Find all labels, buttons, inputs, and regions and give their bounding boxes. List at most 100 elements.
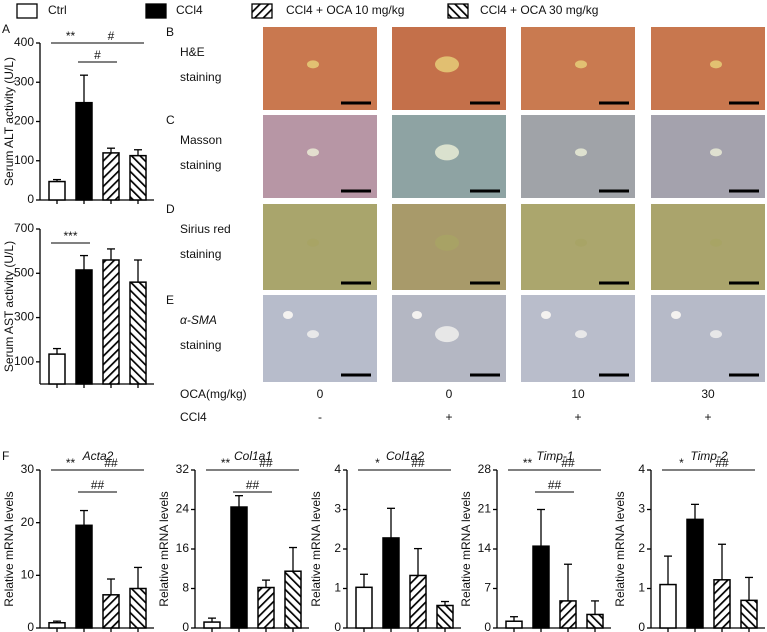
micrograph-vessel: [710, 330, 722, 339]
error-bar: [387, 507, 395, 538]
micrograph: [651, 204, 765, 290]
bar: [382, 537, 400, 629]
y-tick-label: 16: [176, 541, 190, 555]
error-bar: [591, 600, 599, 615]
significance-label: ##: [561, 456, 575, 470]
bar: [102, 152, 120, 201]
y-tick-label: 21: [478, 502, 492, 516]
chart-title: Col1a2: [386, 449, 424, 463]
row-value: +: [445, 410, 452, 424]
error-bar: [80, 74, 88, 103]
y-tick-label: 1: [334, 581, 341, 595]
legend-swatch: [251, 3, 273, 19]
micrograph: [263, 204, 377, 290]
error-bar: [564, 563, 572, 601]
y-axis-label: Relative mRNA levels: [309, 491, 323, 606]
row-label: OCA(mg/kg): [180, 387, 247, 401]
error-bar: [134, 149, 142, 156]
significance-label: ##: [246, 478, 260, 492]
error-bar: [664, 555, 672, 585]
y-tick-label: 30: [21, 462, 35, 476]
y-tick-label: 0: [484, 620, 491, 632]
micrograph-vessel: [710, 238, 722, 247]
panel-letter: F: [2, 449, 9, 463]
y-tick-label: 300: [14, 74, 34, 88]
y-axis-label: Relative mRNA levels: [459, 491, 473, 606]
panel-letter: B: [166, 25, 174, 39]
error-bar: [80, 509, 88, 526]
y-axis-label: Serum ALT activity (U/L): [2, 57, 16, 186]
bar: [129, 281, 147, 385]
y-tick-label: 500: [14, 265, 34, 279]
bar: [355, 586, 373, 629]
panel-letter: C: [166, 113, 175, 127]
bar: [230, 506, 248, 629]
significance-label: **: [66, 456, 76, 470]
y-tick-label: 200: [14, 114, 34, 128]
bar: [203, 621, 221, 629]
micrograph-vessel: [575, 330, 587, 339]
row-value: +: [704, 410, 711, 424]
micrograph: [651, 295, 765, 382]
y-axis-label: Serum AST activity (U/L): [2, 241, 16, 372]
legend-label: CCl4: [176, 3, 203, 17]
micrograph-vessel: [435, 326, 459, 343]
micrograph-vessel: [307, 238, 319, 247]
y-tick-label: 0: [334, 620, 341, 632]
y-tick-label: 20: [21, 515, 35, 529]
error-bar: [134, 566, 142, 589]
significance-label: ##: [91, 478, 105, 492]
y-tick-label: 32: [176, 462, 190, 476]
significance-label: ##: [259, 456, 273, 470]
significance-label: ***: [63, 229, 77, 243]
panel-label: α-SMA: [180, 313, 217, 327]
bar: [75, 269, 93, 385]
bar: [409, 574, 427, 629]
y-tick-label: 2: [334, 541, 341, 555]
error-bar: [235, 495, 243, 508]
y-tick-label: 10: [21, 568, 35, 582]
error-bar: [53, 178, 61, 182]
error-bar: [510, 616, 518, 622]
error-bar: [107, 147, 115, 153]
micrograph: [651, 115, 765, 198]
micrograph: [263, 27, 377, 110]
panel-label: staining: [180, 338, 221, 352]
bar: [102, 594, 120, 629]
y-tick-label: 300: [14, 310, 34, 324]
bar: [740, 599, 758, 629]
micrograph: [521, 27, 635, 110]
y-tick-label: 4: [638, 462, 645, 476]
significance-label: #: [94, 48, 101, 62]
bar: [257, 586, 275, 629]
panel-label: H&E: [180, 45, 205, 59]
micrograph-vessel: [307, 148, 319, 157]
legend-swatch: [145, 3, 167, 19]
legend-swatch: [447, 3, 469, 19]
error-bar: [107, 578, 115, 595]
micrograph: [521, 295, 635, 382]
bar: [129, 587, 147, 629]
error-bar: [53, 347, 61, 355]
bar: [505, 620, 523, 629]
y-tick-label: 8: [182, 581, 189, 595]
significance-label: *: [375, 456, 380, 470]
row-value: 30: [701, 387, 715, 401]
chart-title: Timp-1: [536, 449, 573, 463]
significance-label: *: [679, 456, 684, 470]
bar: [48, 353, 66, 385]
micrograph-vessel: [412, 311, 422, 319]
panel-letter: D: [166, 202, 175, 216]
row-value: +: [574, 410, 581, 424]
micrograph-vessel: [307, 60, 319, 69]
chart-title: Timp-2: [690, 449, 728, 463]
y-tick-label: 0: [638, 620, 645, 632]
y-tick-label: 0: [182, 620, 189, 632]
error-bar: [745, 576, 753, 601]
micrograph-vessel: [435, 56, 459, 73]
micrograph-vessel: [671, 311, 681, 319]
bar: [586, 613, 604, 629]
y-tick-label: 14: [478, 541, 492, 555]
micrograph-vessel: [575, 148, 587, 157]
